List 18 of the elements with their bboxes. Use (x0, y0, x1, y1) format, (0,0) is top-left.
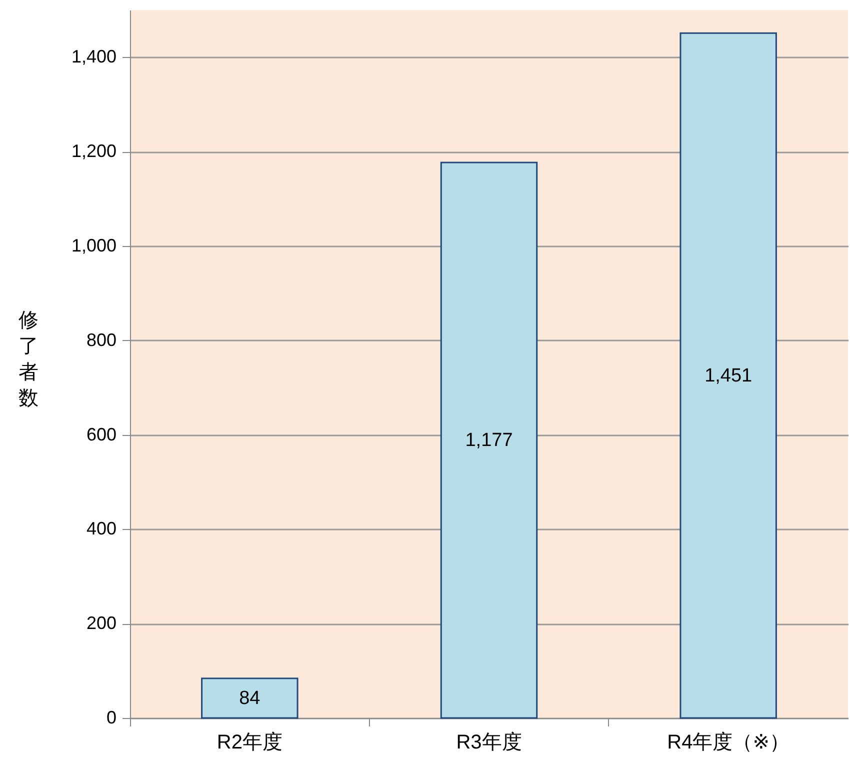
bar (680, 32, 777, 719)
y-tick-label: 1,000 (71, 236, 116, 256)
x-tick-label: R4年度（※） (667, 732, 790, 754)
bar (440, 162, 538, 719)
y-tick-label: 600 (86, 424, 116, 444)
bar (201, 678, 298, 719)
data-label: 1,177 (465, 430, 513, 452)
y-tick-label: 800 (86, 330, 116, 350)
y-axis-title: 修了者数 (18, 310, 38, 410)
data-label: 84 (239, 688, 261, 710)
y-tick-label: 200 (86, 613, 116, 634)
x-tick-label: R3年度 (456, 732, 522, 754)
y-tick-label: 1,200 (71, 141, 116, 162)
x-tick-label: R2年度 (216, 732, 282, 754)
y-tick-label: 400 (86, 518, 116, 539)
y-tick-label: 0 (106, 708, 116, 728)
y-tick-label: 1,400 (71, 46, 116, 67)
data-label: 1,451 (704, 366, 752, 387)
